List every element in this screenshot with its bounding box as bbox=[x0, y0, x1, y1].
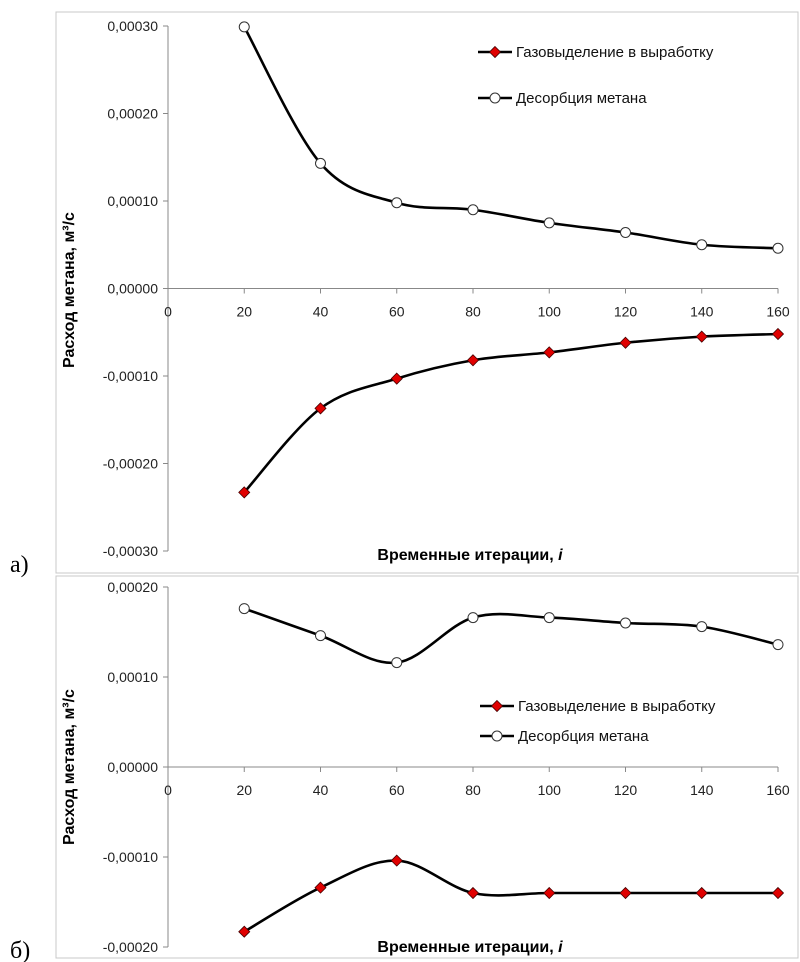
y-tick-label: -0,00020 bbox=[103, 939, 158, 955]
data-point bbox=[619, 886, 632, 900]
data-point bbox=[315, 157, 326, 169]
data-point bbox=[695, 886, 708, 900]
data-point bbox=[314, 881, 327, 894]
legend-marker bbox=[488, 45, 502, 59]
data-point bbox=[771, 327, 785, 341]
x-tick-label: 0 bbox=[164, 304, 172, 320]
panel-label: б) bbox=[10, 938, 30, 962]
x-tick-label: 80 bbox=[465, 304, 481, 320]
data-point bbox=[314, 402, 327, 415]
y-tick-label: -0,00010 bbox=[103, 368, 158, 384]
x-tick-label: 0 bbox=[164, 782, 172, 798]
x-tick-label: 60 bbox=[389, 304, 405, 320]
y-tick-label: 0,00000 bbox=[107, 759, 158, 775]
x-tick-label: 80 bbox=[465, 782, 481, 798]
x-tick-label: 160 bbox=[766, 304, 790, 320]
data-point bbox=[315, 630, 326, 642]
data-point bbox=[620, 227, 631, 238]
chart-a: 0,00030 0,00020 0,00010 0,00000 -0,00010 -0,0… bbox=[10, 18, 790, 578]
legend-entry: Газовыделение в выработку bbox=[516, 44, 714, 61]
data-point bbox=[543, 886, 556, 900]
x-tick-label: 20 bbox=[236, 782, 252, 798]
x-tick-label: 140 bbox=[690, 304, 714, 320]
y-tick-label: -0,00010 bbox=[103, 849, 158, 865]
legend-entry: Газовыделение в выработку bbox=[518, 698, 716, 715]
legend-marker bbox=[491, 730, 503, 742]
chart-b-frame bbox=[55, 575, 799, 959]
data-point bbox=[466, 886, 480, 900]
data-point bbox=[772, 639, 784, 651]
data-point bbox=[466, 354, 480, 367]
data-point bbox=[543, 612, 555, 624]
x-tick-label: 40 bbox=[313, 782, 329, 798]
x-tick-label: 40 bbox=[313, 304, 329, 320]
data-point bbox=[620, 617, 631, 629]
x-tick-label: 20 bbox=[236, 304, 252, 320]
x-tick-label: 120 bbox=[614, 782, 638, 798]
series-line bbox=[243, 607, 779, 665]
x-tick-label: 60 bbox=[389, 782, 405, 798]
data-point bbox=[391, 197, 403, 209]
y-tick-label: 0,00030 bbox=[107, 18, 158, 34]
data-point bbox=[238, 603, 250, 615]
x-tick-label: 100 bbox=[538, 304, 562, 320]
series-line bbox=[243, 332, 779, 494]
x-axis-title: Временные итерации, i bbox=[377, 547, 563, 564]
data-point bbox=[238, 925, 251, 938]
chart-b: 0,00020 0,00010 0,00000 -0,00010 -0,00020 0 20… bbox=[10, 579, 790, 962]
legend-entry: Десорбция метана bbox=[516, 90, 647, 107]
data-point bbox=[390, 372, 403, 385]
y-tick-label: -0,00020 bbox=[103, 456, 158, 472]
data-point bbox=[467, 204, 479, 216]
series-line bbox=[243, 859, 778, 933]
chart-a-frame bbox=[55, 11, 799, 574]
data-point bbox=[696, 239, 708, 251]
data-point bbox=[771, 886, 785, 900]
data-point bbox=[390, 854, 403, 867]
data-point bbox=[696, 621, 708, 633]
data-point bbox=[619, 336, 632, 349]
x-tick-label: 100 bbox=[538, 782, 562, 798]
legend-entry: Десорбция метана bbox=[518, 728, 649, 745]
data-point bbox=[543, 346, 556, 359]
y-tick-label: 0,00020 bbox=[107, 579, 158, 595]
data-point bbox=[772, 242, 784, 254]
data-point bbox=[695, 330, 708, 343]
y-axis-title: Расход метана, м³/с bbox=[61, 689, 78, 845]
y-tick-label: 0,00000 bbox=[107, 281, 158, 297]
data-point bbox=[543, 217, 555, 229]
legend-marker bbox=[490, 699, 504, 713]
data-point bbox=[391, 657, 403, 669]
charts-root: 0,00030 0,00020 0,00010 0,00000 -0,00010 -0,0… bbox=[10, 18, 790, 962]
x-tick-label: 160 bbox=[766, 782, 790, 798]
x-tick-label: 120 bbox=[614, 304, 638, 320]
y-tick-label: -0,00030 bbox=[103, 543, 158, 559]
y-tick-label: 0,00010 bbox=[107, 193, 158, 209]
panel-label: а) bbox=[10, 552, 29, 578]
y-tick-label: 0,00020 bbox=[107, 106, 158, 122]
y-axis-title: Расход метана, м³/с bbox=[61, 212, 78, 368]
x-tick-label: 140 bbox=[690, 782, 714, 798]
data-point bbox=[467, 612, 479, 624]
data-point bbox=[238, 21, 250, 33]
y-tick-label: 0,00010 bbox=[107, 669, 158, 685]
x-axis-title: Временные итерации, i bbox=[377, 939, 563, 956]
legend-marker bbox=[489, 92, 501, 104]
data-point bbox=[238, 486, 251, 499]
